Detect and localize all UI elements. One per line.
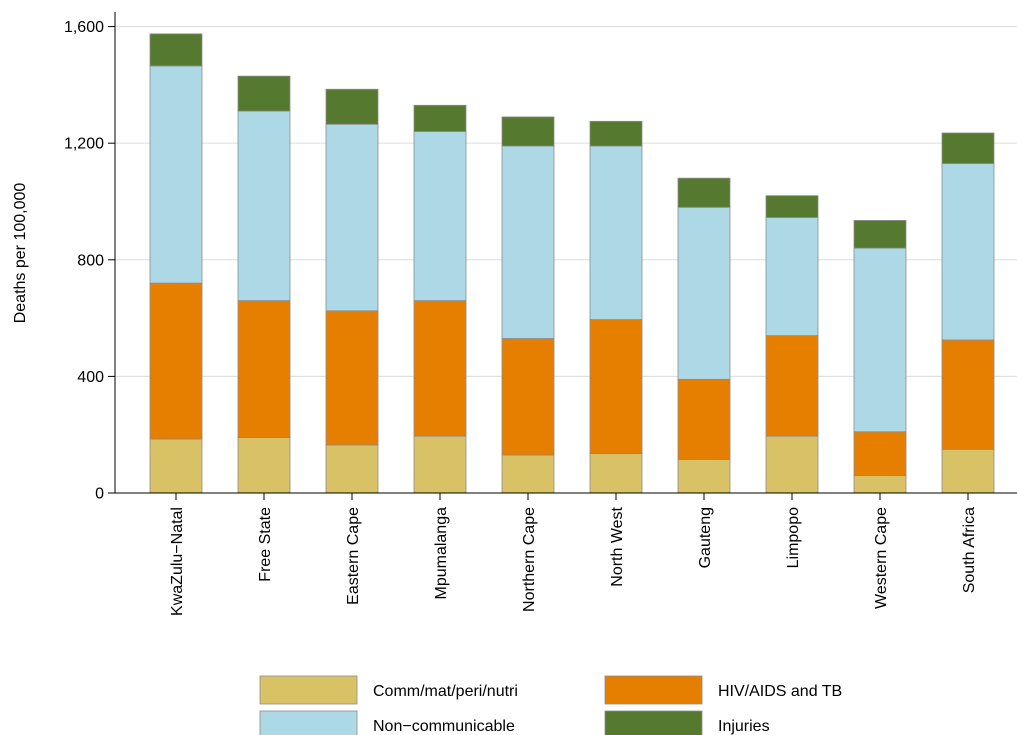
bar-segment [149,438,203,494]
bar-segment [237,300,291,439]
x-tick-label: Northern Cape [521,507,538,612]
y-ticks: 0 400 800 1,200 1,600 [64,19,115,503]
bar-segment [677,378,731,460]
bar-segment [589,145,643,320]
legend: Comm/mat/peri/nutri HIV/AIDS and TB Non−co… [259,675,842,735]
legend-label: Non−communicable [373,718,515,735]
x-tick-label: South Africa [961,507,978,593]
bar-segment [765,435,819,494]
legend-swatch [604,675,703,705]
bar-segment [677,177,731,208]
bar-segment [325,444,379,494]
bar-segment [853,220,907,249]
bar-segment [589,120,643,147]
bar-segment [677,459,731,494]
y-tick-label: 0 [95,486,104,503]
y-tick-label: 400 [77,369,104,386]
bar-segment [413,435,467,494]
x-tick-label: Gauteng [697,507,714,568]
legend-label: Comm/mat/peri/nutri [373,683,518,700]
bar-segment [941,448,995,494]
bar-segment [149,282,203,440]
bar-segment [853,431,907,476]
bar-segment [501,338,555,456]
legend-label: Injuries [718,718,770,735]
bar-segment [237,437,291,494]
bar-segment [325,310,379,446]
bars [149,33,995,494]
bar-segment [853,247,907,433]
bar-segment [765,217,819,336]
y-tick-label: 1,600 [64,19,104,36]
bar-segment [325,123,379,312]
axes [114,12,1017,494]
bar-segment [853,475,907,494]
bar-segment [941,339,995,450]
bar-segment [325,88,379,125]
x-tick-label: Free State [257,507,274,582]
bar-segment [237,110,291,301]
bar-segment [765,335,819,437]
bar-segment [237,75,291,112]
legend-swatch [259,710,358,735]
bar-segment [413,300,467,437]
x-tick-label: Mpumalanga [433,507,450,600]
legend-label: HIV/AIDS and TB [718,683,842,700]
bar-segment [413,104,467,132]
x-tick-label: Eastern Cape [345,507,362,605]
bar-segment [501,116,555,147]
legend-swatch [604,710,703,735]
bar-segment [941,132,995,164]
bar-segment [941,163,995,341]
y-tick-label: 1,200 [64,136,104,153]
bar-segment [677,206,731,380]
x-tick-label: North West [609,506,626,586]
x-tick-label: Western Cape [873,507,890,609]
x-ticks: KwaZulu−Natal Free State Eastern Cape Mpuma… [169,493,978,616]
legend-swatch [259,675,358,705]
bar-segment [149,65,203,284]
x-tick-label: Limpopo [785,507,802,568]
bar-segment [501,454,555,494]
bar-segment [589,319,643,455]
bar-segment [501,145,555,339]
bar-segment [149,33,203,67]
y-tick-label: 800 [77,252,104,269]
x-tick-label: KwaZulu−Natal [169,507,186,616]
bar-segment [765,195,819,218]
bar-segment [589,453,643,494]
bar-segment [413,131,467,301]
y-axis-title: Deaths per 100,000 [12,183,29,324]
